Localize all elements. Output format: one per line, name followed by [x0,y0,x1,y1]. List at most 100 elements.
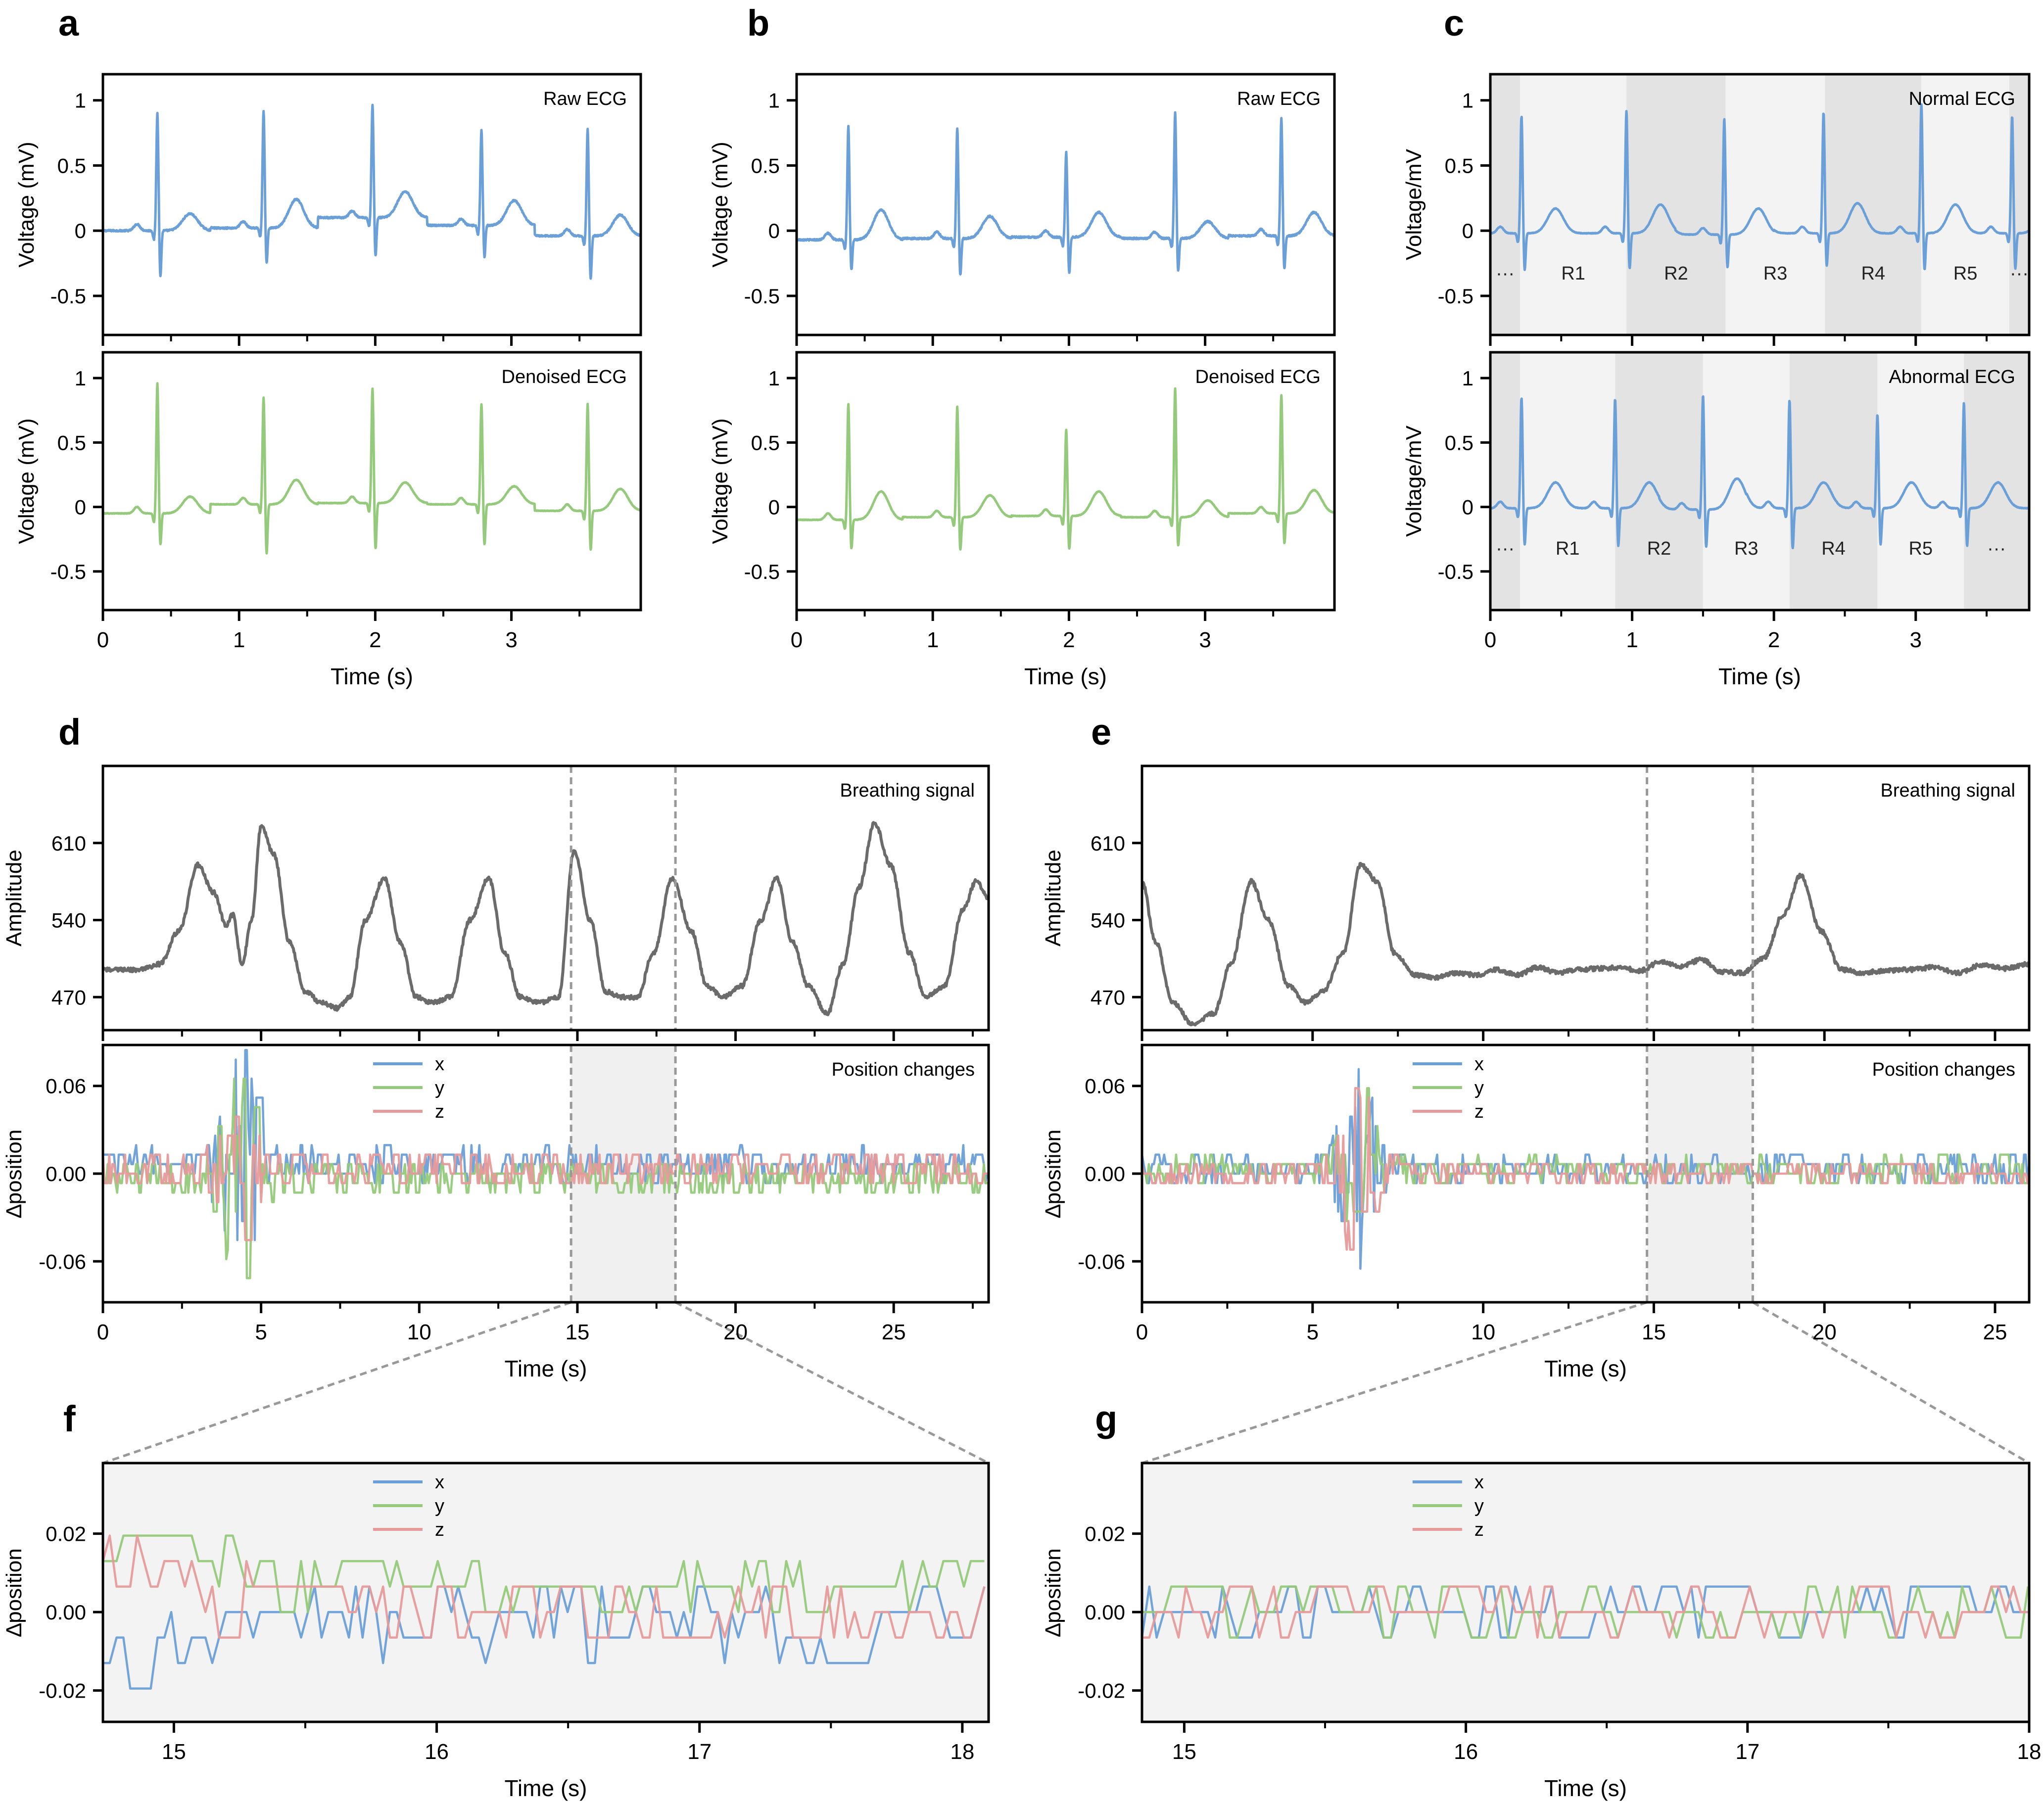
series-line-z [103,1115,989,1241]
y-axis-label: Voltage (mV) [708,418,732,544]
y-tick-label-1: 0.00 [46,1601,86,1624]
plot-frame [1141,764,2031,1032]
x-axis-label: Time (s) [1718,664,1801,689]
y-tick-label-0: 0.02 [46,1522,86,1546]
series-line-y [103,1534,985,1613]
region-1 [1520,352,1616,610]
y-tick-label-1: 0.00 [1085,1162,1125,1186]
region-0 [1490,74,1521,335]
legend-label-y: y [435,1496,444,1517]
x-tick-label-1: 1 [1626,628,1638,652]
zoom-line-left-f [102,1301,571,1465]
y-tick-label-1: 0.00 [46,1162,86,1186]
series-group [103,103,641,280]
y-tick-label-0: 610 [51,832,86,855]
y-tick-label-2: 0 [1462,219,1474,242]
panel-letter-b: b [747,2,769,44]
chart-a-top: Raw ECG 1 0.5 0 -0.5 Voltage (mV) [14,73,642,346]
series-line-z [1142,1585,2028,1639]
region-4 [1789,352,1878,610]
chart-d-top: Breathing signal 610 540 470 Amplitude [2,764,990,1041]
plot-frame [1141,1462,2031,1723]
region-5 [1921,74,2009,335]
x-tick-label-4: 20 [723,1320,748,1344]
y-axis-label: Voltage (mV) [14,142,39,267]
region-label-6: ··· [1987,538,2006,559]
region-0 [1490,352,1521,610]
series-group [1142,861,2029,1027]
region-4 [1825,74,1922,335]
plot-frame [1489,351,2031,612]
x-tick-label-3: 18 [2017,1740,2042,1764]
panel-letter-c: c [1444,2,1464,44]
series-group [103,1049,989,1280]
y-tick-label-1: 0.5 [1445,431,1474,454]
y-axis-label: Voltage (mV) [708,142,732,267]
region-label-5: R5 [1908,538,1933,559]
y-tick-label-2: -0.02 [1078,1679,1125,1703]
legend-label-x: x [435,1472,444,1493]
x-tick-label-1: 1 [927,628,939,652]
region-1 [1520,74,1627,335]
legend-label-x: x [435,1054,444,1075]
chart-title: Breathing signal [840,780,975,801]
series-group [1490,395,2029,549]
series-group [103,1534,986,1690]
plot-frame [101,1462,990,1723]
y-tick-label-1: 0.00 [1085,1601,1125,1624]
chart-title: Denoised ECG [502,367,627,387]
y-tick-label-1: 0.5 [57,154,86,177]
region-6 [1964,352,2029,610]
x-tick-label-2: 2 [1063,628,1075,652]
x-tick-label-3: 15 [1642,1320,1666,1344]
x-tick-label-2: 2 [369,628,381,652]
x-tick-label-0: 15 [162,1740,186,1764]
y-tick-label-0: 1 [75,367,86,390]
series-line-ECG [797,387,1334,551]
y-axis-label: ∆position [2,1548,26,1637]
x-axis-label: Time (s) [331,664,413,689]
region-label-2: R2 [1664,263,1688,284]
x-tick-label-1: 5 [255,1320,267,1344]
x-tick-label-5: 25 [1983,1320,2007,1344]
region-label-0: ··· [1496,263,1515,284]
plot-frame [795,351,1336,612]
y-tick-label-1: 540 [51,909,86,932]
x-axis-label: Time (s) [1544,1356,1627,1381]
y-axis-label: Voltage/mV [1402,148,1426,260]
series-line-ECG [797,111,1334,276]
x-tick-label-2: 2 [1768,628,1780,652]
x-tick-label-0: 0 [97,628,109,652]
y-tick-label-2: 0 [1462,496,1474,519]
y-axis-label: Voltage/mV [1402,425,1426,537]
x-tick-label-3: 3 [1199,628,1211,652]
legend-label-x: x [1474,1054,1484,1075]
zoom-background [103,1463,989,1722]
x-tick-label-3: 3 [505,628,517,652]
chart-f: 0.02 0.00 -0.02 ∆position 15 16 17 18 Time (s) xy… [2,1462,990,1801]
x-tick-label-2: 10 [1471,1320,1495,1344]
chart-c-top: ··· R1 R2 R3 R4 R5 ··· Normal ECG 1 0.5 0 -0.5 Volta… [1402,73,2031,346]
panel-letter-g: g [1095,1398,1117,1439]
y-tick-label-3: -0.5 [50,285,86,308]
series-line-Breathing [1142,861,2029,1027]
chart-e-bottom: Position changes 0.06 0.00 -0.06 ∆position 0 5… [1041,1044,2031,1381]
y-tick-label-3: -0.5 [744,560,780,583]
panel-letter-f: f [63,1398,76,1439]
chart-d-bottom: Position changes 0.06 0.00 -0.06 ∆position 0 5… [2,1044,990,1381]
chart-g: 0.02 0.00 -0.02 ∆position 15 16 17 18 Time (s) xy… [1041,1462,2042,1801]
region-label-6: ··· [2010,263,2029,284]
y-tick-label-1: 0.5 [1445,154,1474,177]
panel-letter-d: d [58,712,81,753]
region-label-0: ··· [1496,538,1515,559]
x-tick-label-1: 5 [1307,1320,1319,1344]
series-group [1142,1585,2029,1639]
y-tick-label-0: 1 [75,89,86,112]
x-tick-label-3: 3 [1909,628,1921,652]
x-tick-label-0: 0 [791,628,803,652]
x-tick-label-0: 0 [1136,1320,1148,1344]
y-tick-label-1: 0.5 [57,431,86,454]
legend-label-z: z [435,1519,444,1540]
series-line-Breathing [103,821,989,1016]
